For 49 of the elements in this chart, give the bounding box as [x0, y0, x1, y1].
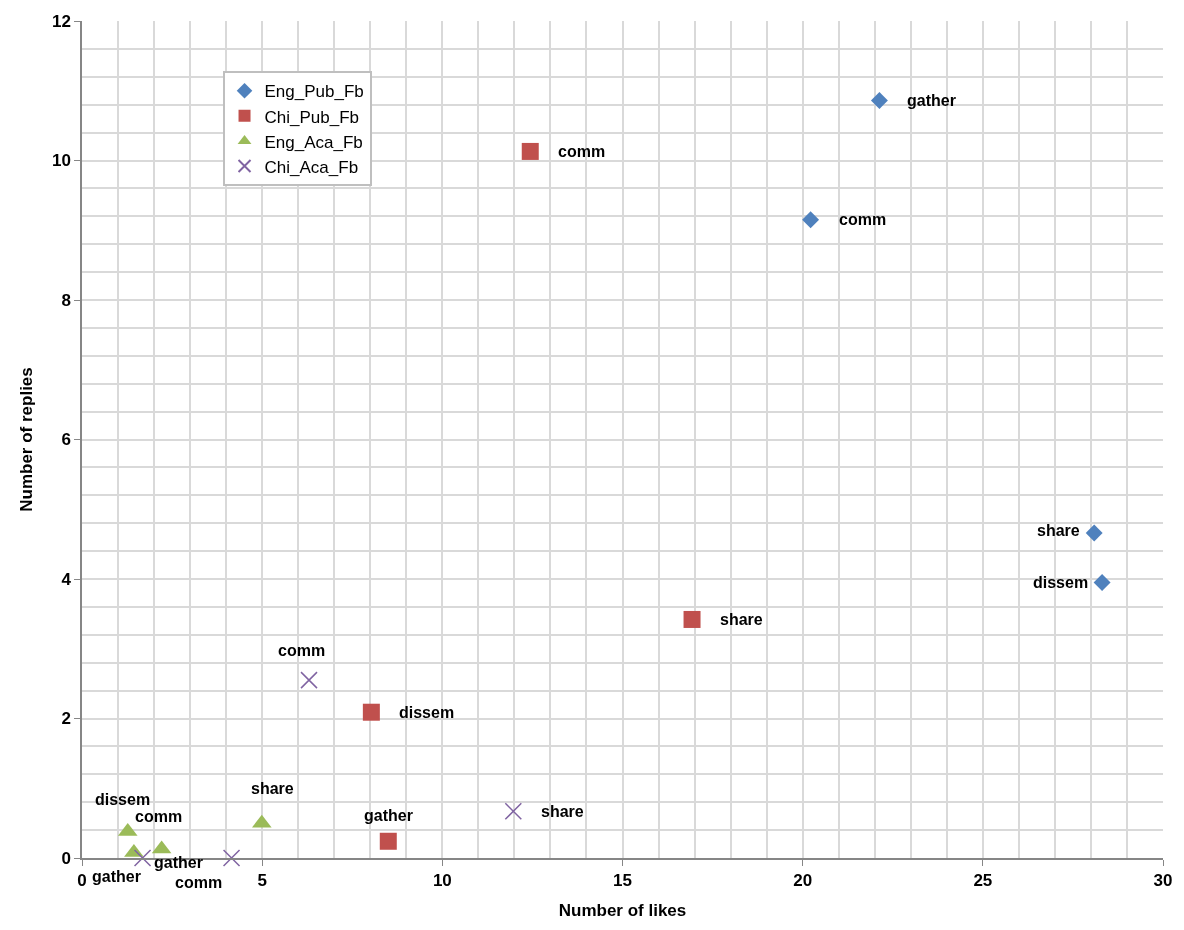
point: [379, 832, 397, 850]
point: [362, 703, 380, 721]
annotation: share: [720, 611, 763, 628]
y-axis-title: Number of replies: [16, 367, 36, 512]
legend-label: Chi_Pub_Fb: [264, 107, 360, 127]
x-tick-label: 10: [432, 871, 452, 891]
annotation: comm: [175, 874, 223, 891]
annotation: gather: [92, 868, 141, 885]
y-tick-label: 6: [61, 430, 71, 450]
point: [222, 849, 241, 867]
annotation: comm: [558, 143, 606, 160]
y-tick-label: 2: [61, 709, 71, 729]
annotation: gather: [364, 807, 413, 824]
x-tick-label: 20: [793, 871, 813, 891]
point: [1093, 574, 1111, 591]
x-tick-label: 30: [1153, 871, 1173, 891]
point: [252, 814, 272, 828]
annotation: dissem: [399, 704, 455, 721]
legend-label: Eng_Pub_Fb: [264, 82, 364, 102]
point: [133, 849, 152, 867]
point: [870, 92, 888, 109]
annotation: comm: [839, 211, 887, 228]
annotation: comm: [135, 808, 183, 825]
point: [504, 802, 523, 821]
x-tick-label: 5: [257, 871, 267, 891]
point: [300, 671, 318, 689]
x-axis-title: Number of likes: [558, 901, 687, 921]
annotation: dissem: [95, 791, 151, 808]
y-tick-label: 12: [51, 11, 71, 31]
y-tick-label: 0: [61, 848, 71, 868]
point: [521, 142, 539, 160]
annotation: gather: [154, 854, 203, 871]
y-tick-label: 10: [51, 151, 71, 171]
x-tick-label: 25: [973, 871, 993, 891]
x-tick-label: 15: [613, 871, 632, 891]
legend-label: Eng_Aca_Fb: [264, 132, 363, 152]
y-tick-label: 4: [61, 569, 72, 589]
annotation: share: [251, 780, 294, 797]
point: [1085, 524, 1103, 542]
annotation: gather: [907, 92, 956, 109]
annotation: dissem: [1033, 574, 1089, 591]
annotation: comm: [278, 642, 326, 659]
y-tick-label: 8: [61, 290, 71, 310]
legend-label: Chi_Aca_Fb: [264, 157, 359, 177]
x-tick-label: 0: [77, 871, 87, 891]
annotation: share: [541, 803, 584, 820]
point: [802, 211, 820, 229]
annotation: share: [1037, 522, 1080, 539]
point: [683, 610, 701, 628]
